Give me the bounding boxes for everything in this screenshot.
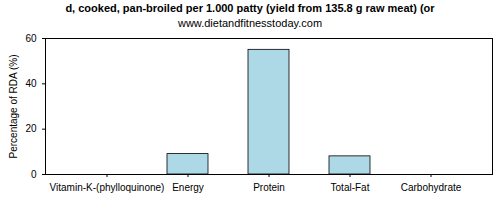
- svg-text:40: 40: [25, 78, 37, 89]
- html-text:d, cooked, pan-broiled per 1.0: d, cooked, pan-broiled per 1.000 patty (…: [65, 2, 435, 14]
- svg-text:Total-Fat: Total-Fat: [331, 182, 370, 193]
- svg-text:20: 20: [25, 123, 37, 134]
- svg-text:Vitamin-K-(phylloquinone): Vitamin-K-(phylloquinone): [50, 182, 165, 193]
- svg-text:Protein: Protein: [253, 182, 285, 193]
- svg-text:Percentage of RDA (%): Percentage of RDA (%): [8, 55, 19, 159]
- svg-text:60: 60: [25, 33, 37, 44]
- svg-text:0: 0: [31, 169, 37, 180]
- svg-text:Carbohydrate: Carbohydrate: [401, 182, 462, 193]
- html-text:www.dietandfitnesstoday.com: www.dietandfitnesstoday.com: [178, 17, 322, 29]
- svg-text:Energy: Energy: [172, 182, 204, 193]
